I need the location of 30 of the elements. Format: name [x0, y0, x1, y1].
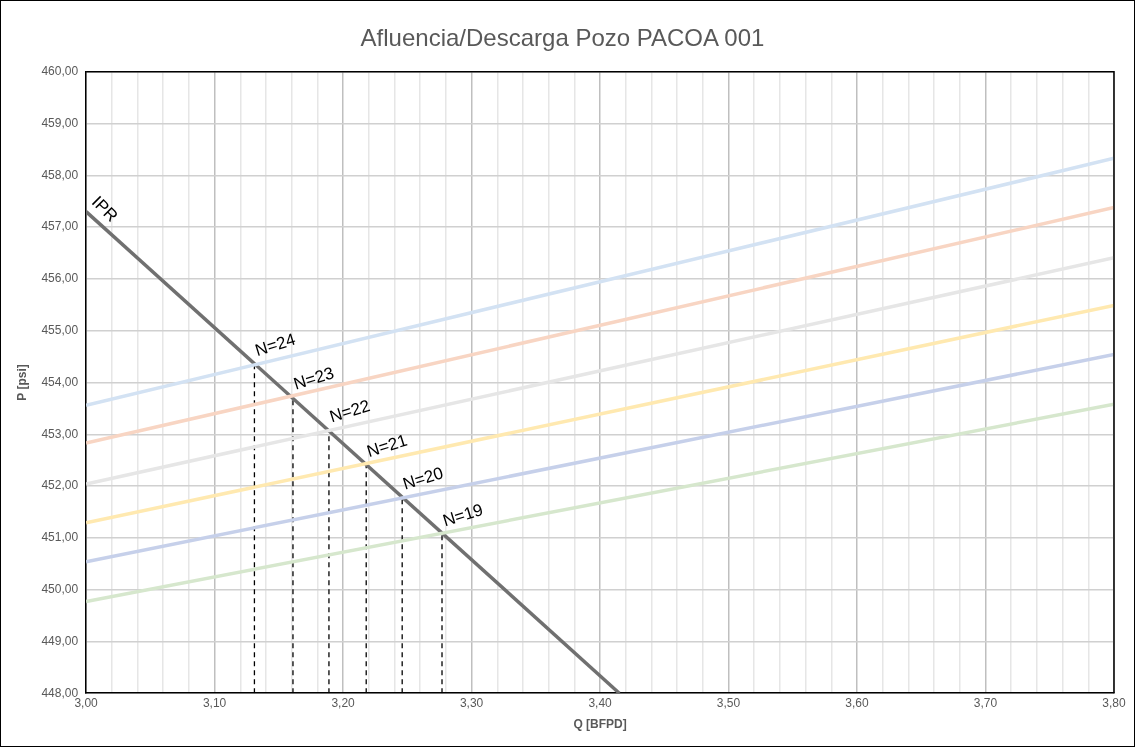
y-tick-label: 453,00	[41, 426, 79, 441]
annotation: N=23	[291, 363, 337, 394]
y-tick-label: 449,00	[41, 633, 79, 648]
y-tick-label: 459,00	[41, 115, 79, 130]
y-tick-label: 460,00	[41, 64, 79, 79]
y-tick-label: 451,00	[41, 530, 79, 545]
annotation: IPR	[87, 192, 122, 226]
x-tick-label: 3,30	[459, 695, 484, 710]
annotation: N=21	[364, 430, 410, 462]
y-axis-title: P [psi]	[14, 364, 29, 401]
x-tick-label: 3,80	[1102, 695, 1126, 710]
x-tick-label: 3,40	[588, 695, 613, 710]
x-tick-label: 3,70	[973, 695, 998, 710]
x-tick-label: 3,20	[331, 695, 356, 710]
annotation: N=22	[327, 396, 373, 427]
annotation: N=24	[252, 329, 298, 361]
y-tick-label: 455,00	[41, 323, 79, 338]
annotation: N=19	[440, 500, 486, 531]
y-tick-label: 452,00	[41, 478, 79, 493]
y-tick-label: 458,00	[41, 167, 79, 182]
y-tick-label: 454,00	[41, 374, 79, 389]
y-tick-label: 457,00	[41, 219, 79, 234]
x-tick-label: 3,10	[202, 695, 227, 710]
annotation: N=20	[400, 463, 446, 494]
y-tick-label: 456,00	[41, 271, 79, 286]
x-axis-title: Q [BFPD]	[573, 717, 627, 732]
x-tick-label: 3,60	[845, 695, 870, 710]
chart-title: Afluencia/Descarga Pozo PACOA 001	[360, 24, 765, 52]
y-tick-label: 450,00	[41, 581, 79, 596]
x-tick-label: 3,50	[716, 695, 741, 710]
